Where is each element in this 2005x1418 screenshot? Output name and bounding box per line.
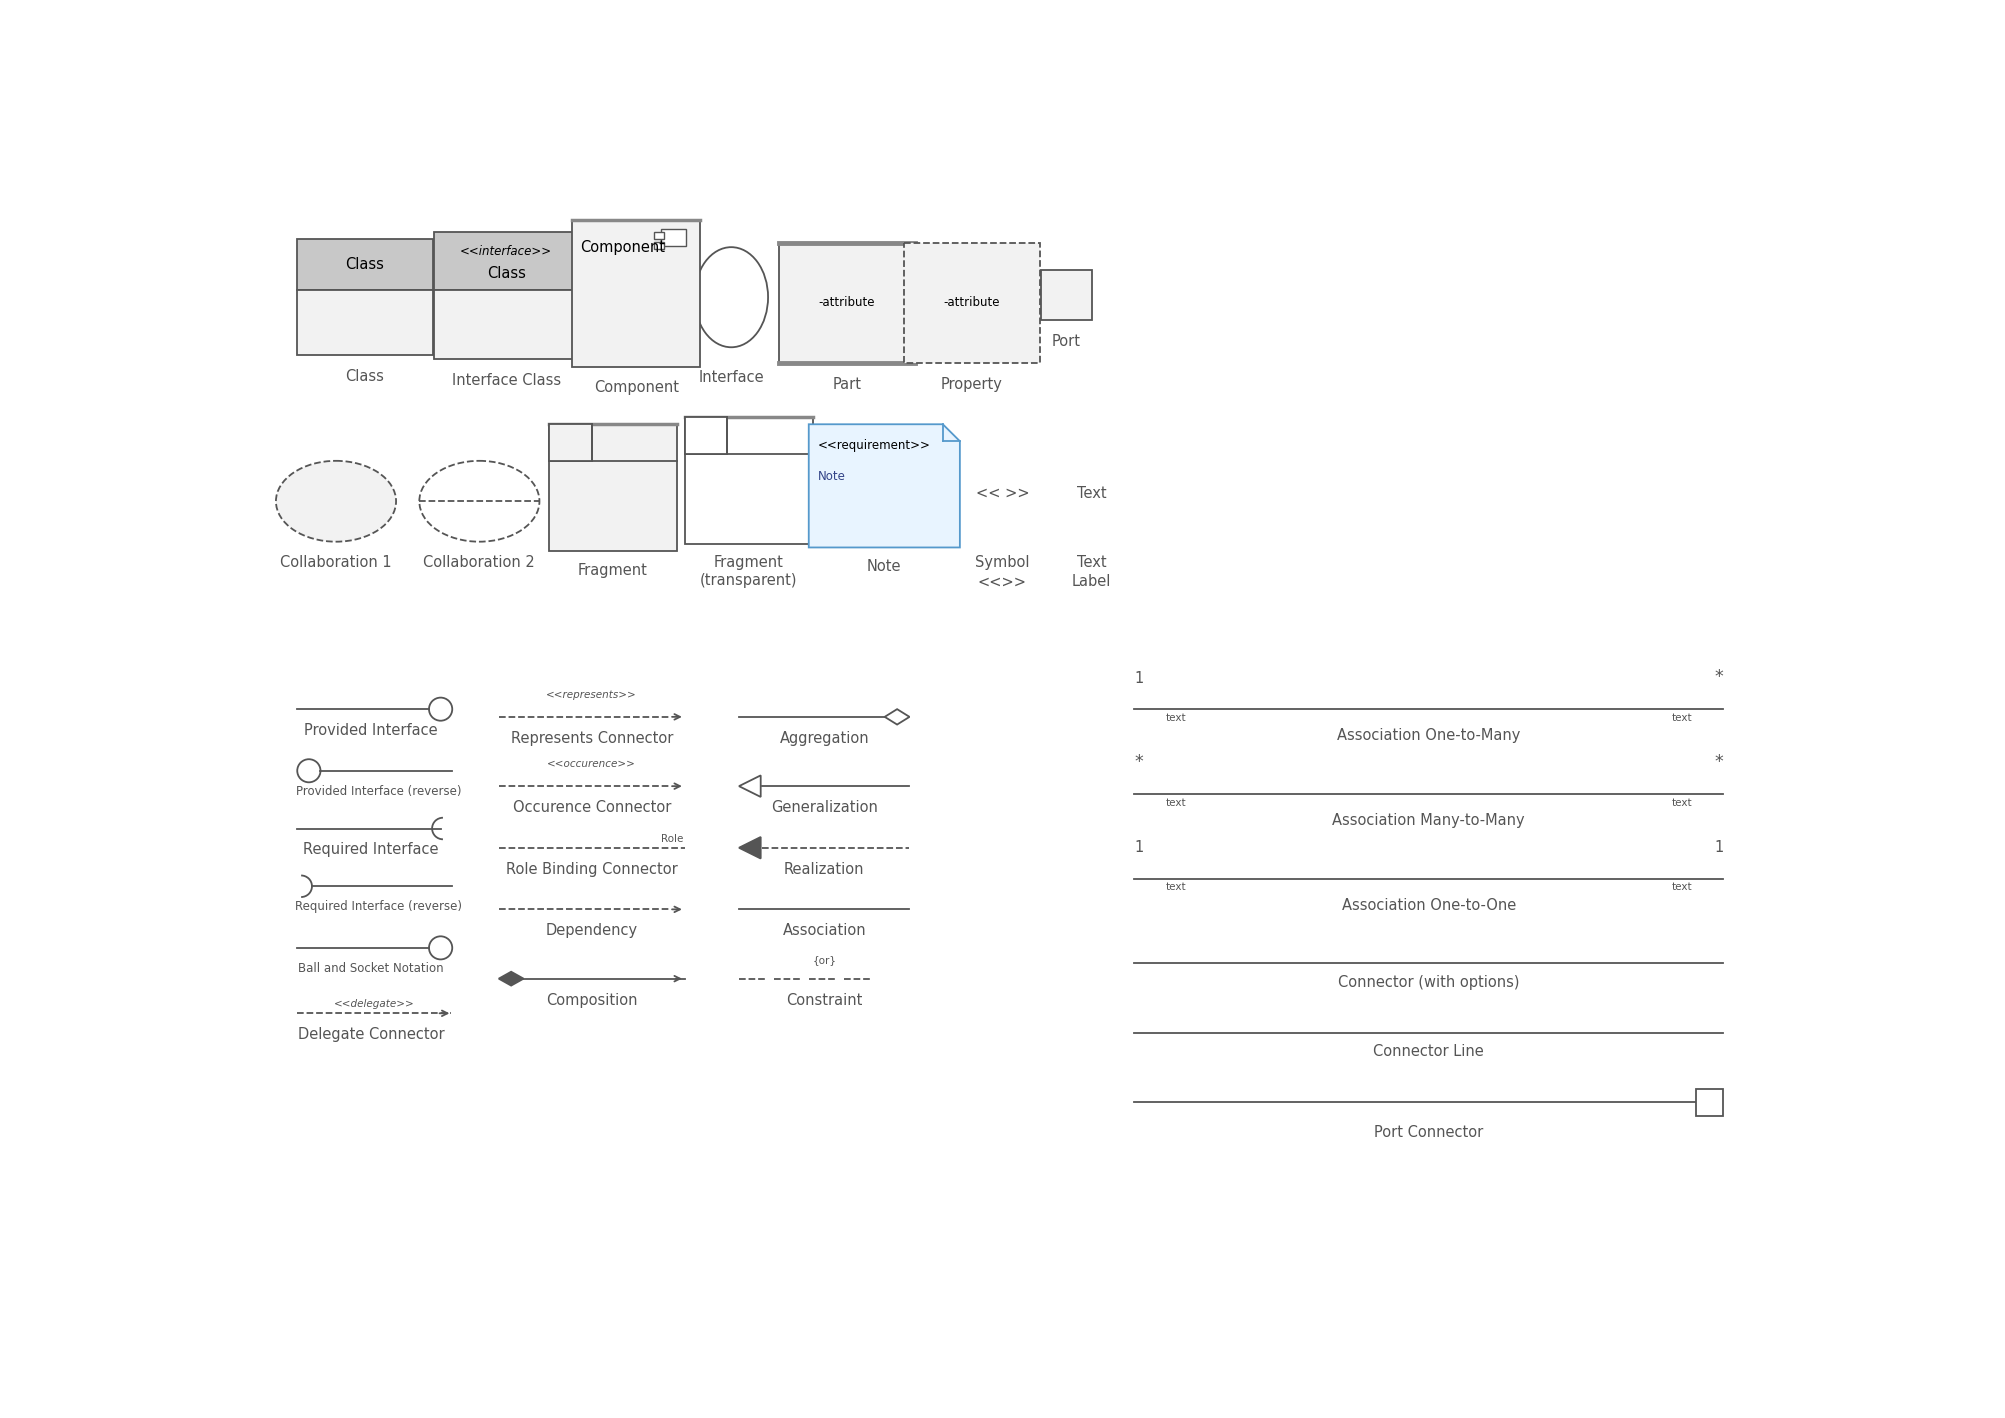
Text: Fragment: Fragment bbox=[577, 563, 648, 579]
Text: Aggregation: Aggregation bbox=[780, 730, 868, 746]
Bar bbox=[904, 244, 1039, 363]
Text: Realization: Realization bbox=[784, 862, 864, 876]
Bar bbox=[654, 242, 664, 248]
Text: Symbol: Symbol bbox=[974, 556, 1029, 570]
Text: {or}: {or} bbox=[812, 954, 836, 964]
Bar bbox=[1041, 271, 1091, 320]
Text: Association One-to-One: Association One-to-One bbox=[1341, 898, 1516, 913]
Text: Provided Interface (reverse): Provided Interface (reverse) bbox=[295, 784, 461, 797]
Text: text: text bbox=[1165, 713, 1185, 723]
Text: Component: Component bbox=[593, 380, 678, 396]
Text: 1: 1 bbox=[1133, 841, 1143, 855]
Bar bbox=[297, 289, 433, 354]
Text: Collaboration 1: Collaboration 1 bbox=[281, 556, 391, 570]
Text: Delegate Connector: Delegate Connector bbox=[297, 1027, 443, 1042]
Text: Interface Class: Interface Class bbox=[451, 373, 559, 387]
Bar bbox=[435, 231, 577, 289]
Bar bbox=[662, 230, 686, 247]
Text: <<occurence>>: <<occurence>> bbox=[547, 759, 636, 769]
Text: Connector Line: Connector Line bbox=[1373, 1044, 1484, 1059]
Bar bbox=[571, 220, 700, 366]
Text: <<represents>>: <<represents>> bbox=[545, 691, 638, 700]
Text: <<delegate>>: <<delegate>> bbox=[335, 1000, 415, 1010]
Text: Class: Class bbox=[345, 257, 385, 272]
Text: Port: Port bbox=[1051, 335, 1081, 349]
Text: Class: Class bbox=[345, 369, 385, 384]
Text: Provided Interface: Provided Interface bbox=[305, 723, 437, 737]
Text: Connector (with options): Connector (with options) bbox=[1337, 974, 1518, 990]
Text: -attribute: -attribute bbox=[818, 296, 874, 309]
Text: <<interface>>: <<interface>> bbox=[459, 245, 551, 258]
Text: 1: 1 bbox=[1133, 671, 1143, 686]
Text: Property: Property bbox=[940, 377, 1002, 391]
Text: *: * bbox=[1133, 753, 1143, 771]
Polygon shape bbox=[499, 971, 523, 986]
Polygon shape bbox=[738, 837, 760, 858]
Bar bbox=[297, 240, 433, 289]
Text: Text: Text bbox=[1077, 486, 1107, 501]
Text: *: * bbox=[1714, 753, 1722, 771]
Bar bbox=[549, 424, 591, 461]
Text: Interface: Interface bbox=[698, 370, 764, 386]
Text: Part: Part bbox=[832, 377, 862, 391]
Text: Text: Text bbox=[1077, 556, 1107, 570]
Polygon shape bbox=[884, 709, 908, 725]
Text: Collaboration 2: Collaboration 2 bbox=[423, 556, 535, 570]
Polygon shape bbox=[808, 424, 960, 547]
Ellipse shape bbox=[277, 461, 395, 542]
Text: Dependency: Dependency bbox=[545, 923, 638, 939]
Text: Note: Note bbox=[818, 471, 846, 484]
Text: text: text bbox=[1670, 713, 1692, 723]
Text: text: text bbox=[1165, 798, 1185, 808]
Text: <<>>: <<>> bbox=[978, 574, 1027, 590]
Text: Composition: Composition bbox=[545, 993, 638, 1008]
Text: Fragment
(transparent): Fragment (transparent) bbox=[700, 556, 798, 587]
Text: Occurence Connector: Occurence Connector bbox=[513, 800, 670, 815]
Bar bbox=[684, 417, 812, 543]
Bar bbox=[684, 417, 728, 454]
Bar bbox=[1696, 1089, 1722, 1116]
Text: Required Interface (reverse): Required Interface (reverse) bbox=[295, 900, 461, 913]
Text: Generalization: Generalization bbox=[770, 800, 878, 815]
Text: text: text bbox=[1670, 798, 1692, 808]
Text: -attribute: -attribute bbox=[942, 296, 1000, 309]
Text: *: * bbox=[1714, 668, 1722, 686]
Text: Class: Class bbox=[487, 265, 525, 281]
Text: Represents Connector: Represents Connector bbox=[511, 730, 672, 746]
Text: Association One-to-Many: Association One-to-Many bbox=[1337, 729, 1520, 743]
Text: Constraint: Constraint bbox=[786, 993, 862, 1008]
Text: Association: Association bbox=[782, 923, 866, 939]
Text: Ball and Socket Notation: Ball and Socket Notation bbox=[299, 961, 443, 974]
Text: Role Binding Connector: Role Binding Connector bbox=[505, 862, 678, 876]
Text: text: text bbox=[1165, 882, 1185, 892]
Text: 1: 1 bbox=[1712, 841, 1722, 855]
Text: <<requirement>>: <<requirement>> bbox=[818, 440, 930, 452]
Text: Port Connector: Port Connector bbox=[1373, 1124, 1482, 1140]
Text: text: text bbox=[1670, 882, 1692, 892]
Text: Role: Role bbox=[660, 834, 684, 844]
Text: Note: Note bbox=[866, 559, 900, 574]
Text: Association Many-to-Many: Association Many-to-Many bbox=[1331, 813, 1524, 828]
Text: Required Interface: Required Interface bbox=[303, 842, 439, 858]
Text: << >>: << >> bbox=[974, 486, 1029, 501]
Bar bbox=[549, 424, 676, 552]
Bar bbox=[778, 244, 914, 363]
Text: Label: Label bbox=[1071, 574, 1111, 590]
Bar bbox=[654, 231, 664, 238]
Polygon shape bbox=[738, 776, 760, 797]
Bar bbox=[435, 289, 577, 359]
Text: Component: Component bbox=[579, 240, 666, 255]
